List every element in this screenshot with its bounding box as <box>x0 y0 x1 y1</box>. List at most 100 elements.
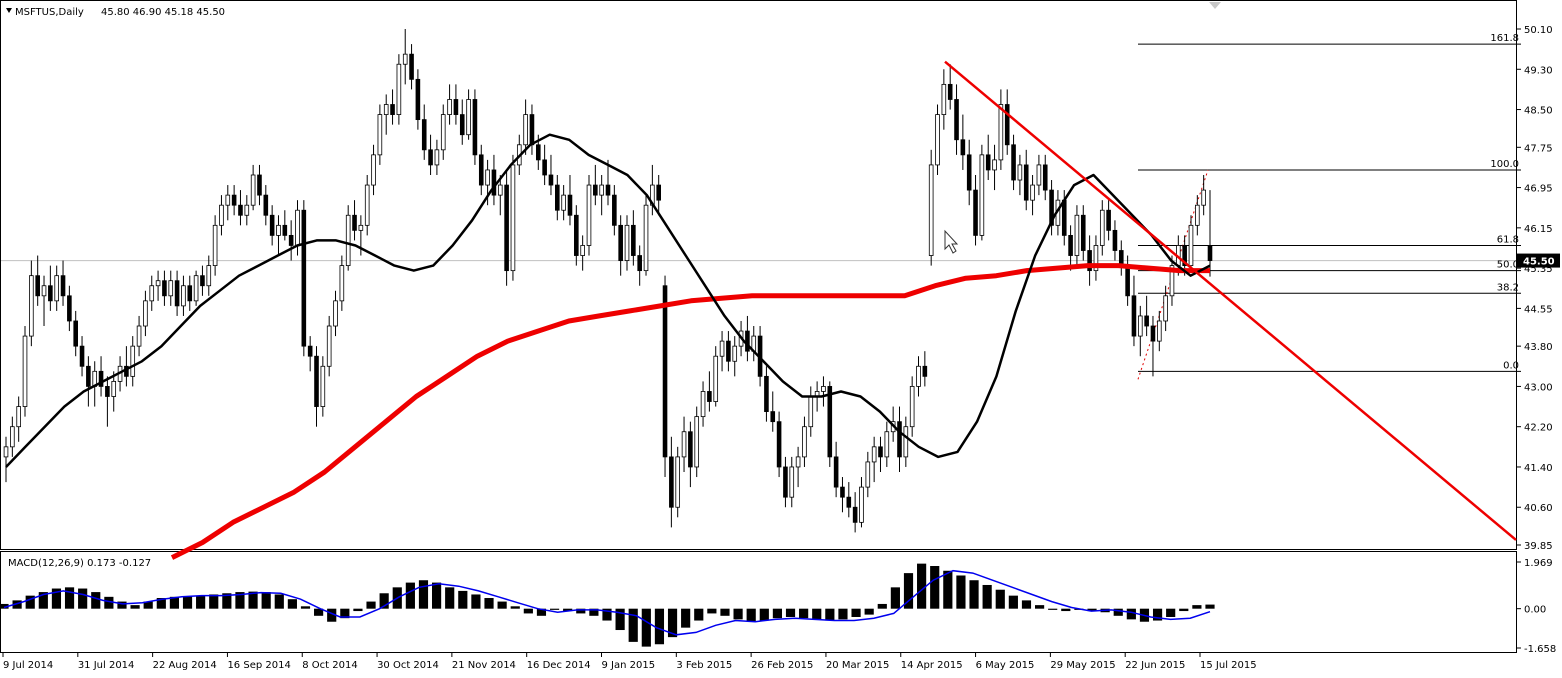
macd-histogram-bar <box>405 582 415 609</box>
candle-body <box>909 386 915 428</box>
candle-body <box>434 149 440 166</box>
candle-body <box>497 184 503 196</box>
macd-histogram-bar <box>864 608 874 615</box>
candle-body <box>992 159 997 171</box>
candle-body <box>250 174 256 206</box>
candle-body <box>586 184 592 246</box>
ma-200-red-line <box>170 263 1210 560</box>
chart-ohlc: 45.80 46.90 45.18 45.50 <box>101 7 225 18</box>
macd-histogram-bar <box>248 591 258 609</box>
candle-body <box>73 320 79 347</box>
macd-histogram-bar <box>314 608 324 616</box>
macd-histogram-bar <box>209 594 219 609</box>
macd-histogram-bar <box>156 598 166 609</box>
trendline[interactable] <box>944 60 1517 541</box>
candle-body <box>390 104 395 115</box>
macd-histogram-bar <box>707 608 717 614</box>
date-axis-label: 26 Feb 2015 <box>751 660 813 671</box>
candle-body <box>440 114 446 151</box>
candle-body <box>1074 214 1080 256</box>
candle-body <box>219 204 224 226</box>
candle-body <box>580 245 585 256</box>
date-axis-label: 8 Oct 2014 <box>302 660 357 671</box>
candle-body <box>789 466 795 498</box>
candle-body <box>1080 214 1086 251</box>
candle-body <box>681 431 687 458</box>
macd-histogram-bar <box>64 587 75 609</box>
macd-histogram-bar <box>733 608 743 620</box>
price-axis-label: 41.40 <box>1524 463 1553 474</box>
candle-body <box>1030 184 1035 201</box>
date-axis-label: 9 Jul 2014 <box>3 660 53 671</box>
candle-body <box>1207 245 1213 261</box>
macd-histogram-bar <box>982 584 992 609</box>
candle-body <box>16 406 21 428</box>
macd-histogram-bar <box>340 608 350 619</box>
macd-histogram-bar <box>1192 605 1202 609</box>
candle-body <box>783 466 788 498</box>
candle-body <box>1201 189 1206 206</box>
candle-body <box>1011 144 1016 181</box>
candle-body <box>1004 104 1010 146</box>
candle-body <box>326 325 332 367</box>
candle-body <box>244 204 250 216</box>
candle-body <box>510 164 516 272</box>
candle-body <box>428 149 433 166</box>
candle-body <box>688 431 693 468</box>
candle-body <box>776 421 782 468</box>
date-axis-label: 29 May 2015 <box>1050 660 1115 671</box>
candle-body <box>1017 164 1023 181</box>
candle-body <box>86 365 91 387</box>
candle-body <box>181 285 186 307</box>
macd-histogram-bar <box>196 595 206 609</box>
macd-histogram-bar <box>615 608 625 631</box>
fib-level-label: 0.0 <box>1503 360 1519 371</box>
macd-histogram-bar <box>956 575 966 609</box>
candle-body <box>694 416 700 468</box>
candle-body <box>732 345 738 362</box>
macd-histogram-bar <box>130 605 140 609</box>
chevron-down-icon[interactable] <box>6 8 12 13</box>
candle-body <box>1087 250 1092 272</box>
price-axis-label: 46.95 <box>1524 184 1553 195</box>
candle-body <box>1049 189 1054 226</box>
date-axis-label: 15 Jul 2015 <box>1200 660 1257 671</box>
macd-histogram-bar <box>471 594 481 609</box>
candle-body <box>713 355 719 402</box>
candle-body <box>339 265 345 302</box>
macd-histogram-bar <box>746 608 756 622</box>
candle-body <box>22 335 28 407</box>
candle-body <box>941 83 947 115</box>
shift-marker-icon[interactable] <box>1209 2 1221 9</box>
macd-histogram-bar <box>772 608 783 619</box>
candle-body <box>371 154 376 186</box>
candle-body <box>669 456 674 508</box>
candle-body <box>903 426 909 458</box>
candle-body <box>409 53 414 80</box>
macd-histogram-bar <box>943 570 953 609</box>
candle-body <box>143 300 148 327</box>
macd-histogram-bar <box>694 608 704 621</box>
candle-body <box>1125 265 1130 297</box>
macd-histogram-bar <box>1061 608 1071 612</box>
macd-histogram-bar <box>969 580 979 609</box>
macd-histogram-bar <box>1048 608 1058 610</box>
candle-body <box>485 169 490 186</box>
macd-histogram-bar <box>0 603 9 609</box>
macd-histogram-bar <box>1113 608 1123 616</box>
candle-body <box>269 214 275 236</box>
macd-histogram-bar <box>523 608 533 614</box>
price-axis-label: 49.30 <box>1524 65 1553 76</box>
candle-body <box>840 486 845 498</box>
date-axis-label: 14 Apr 2015 <box>901 660 963 671</box>
macd-histogram-bar <box>117 601 127 609</box>
macd-histogram-bar <box>825 608 835 621</box>
macd-histogram-bar <box>549 608 560 610</box>
macd-histogram-bar <box>1179 608 1189 612</box>
candle-body <box>675 456 681 508</box>
date-axis-label: 20 Mar 2015 <box>826 660 889 671</box>
macd-histogram-bar <box>261 592 271 609</box>
macd-histogram-bar <box>353 608 363 612</box>
